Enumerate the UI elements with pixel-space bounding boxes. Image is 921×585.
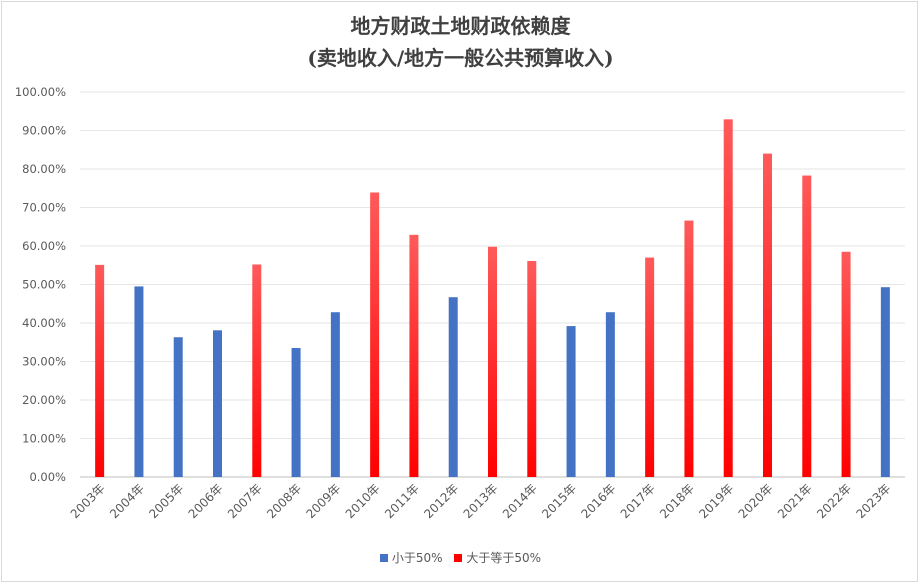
bars xyxy=(95,119,890,478)
legend-item-above-50: 大于等于50% xyxy=(454,549,541,566)
bar-2009年 xyxy=(330,312,340,477)
bar-2016年 xyxy=(605,312,615,477)
bar-2023年 xyxy=(880,287,890,477)
y-tick-label: 60.00% xyxy=(22,239,66,253)
y-tick-label: 80.00% xyxy=(22,162,66,176)
x-tick-label: 2014年 xyxy=(500,481,540,521)
bar-2018年 xyxy=(684,220,694,477)
bar-2004年 xyxy=(134,286,144,477)
y-tick-label: 10.00% xyxy=(22,432,66,446)
bar-2011年 xyxy=(409,234,419,477)
bar-2020年 xyxy=(763,153,772,477)
bar-2003年 xyxy=(95,264,105,477)
x-tick-label: 2021年 xyxy=(775,481,815,521)
x-tick-label: 2008年 xyxy=(264,481,304,521)
y-tick-label: 40.00% xyxy=(22,316,66,330)
y-tick-label: 100.00% xyxy=(15,85,66,99)
bar-2022年 xyxy=(841,251,851,477)
x-axis: 2003年 2004年 2005年 2006年 2007年 2008年 2009年 2010年… xyxy=(68,481,894,521)
x-tick-label: 2012年 xyxy=(421,481,461,521)
legend-item-below-50: 小于50% xyxy=(379,549,443,566)
y-tick-label: 50.00% xyxy=(22,278,66,292)
x-tick-label: 2015年 xyxy=(539,481,579,521)
x-tick-label: 2020年 xyxy=(736,481,776,521)
x-tick-label: 2013年 xyxy=(461,481,501,521)
x-tick-label: 2011年 xyxy=(382,481,422,521)
legend-label-below-50: 小于50% xyxy=(391,551,443,565)
bar-2017年 xyxy=(645,257,655,477)
bar-2007年 xyxy=(252,264,262,477)
bar-2021年 xyxy=(802,175,812,478)
x-tick-label: 2007年 xyxy=(225,481,265,521)
legend-swatch-blue xyxy=(379,553,388,562)
bar-2010年 xyxy=(370,192,380,478)
x-tick-label: 2016年 xyxy=(578,481,618,521)
x-tick-label: 2019年 xyxy=(696,481,736,521)
legend-label-above-50: 大于等于50% xyxy=(466,551,542,565)
y-tick-label: 30.00% xyxy=(22,355,66,369)
x-tick-label: 2010年 xyxy=(343,481,383,521)
x-tick-label: 2006年 xyxy=(186,481,226,521)
x-tick-label: 2009年 xyxy=(303,481,343,521)
bar-2015年 xyxy=(566,326,576,477)
legend: 小于50% 大于等于50% xyxy=(0,549,921,566)
x-tick-label: 2003年 xyxy=(68,481,108,521)
bar-2006年 xyxy=(213,330,222,477)
y-tick-label: 90.00% xyxy=(22,124,66,138)
bar-2014年 xyxy=(527,261,537,477)
x-tick-label: 2017年 xyxy=(618,481,658,521)
y-tick-label: 0.00% xyxy=(29,470,66,484)
y-tick-label: 70.00% xyxy=(22,201,66,215)
x-tick-label: 2023年 xyxy=(853,481,893,521)
y-tick-label: 20.00% xyxy=(22,393,66,407)
x-tick-label: 2004年 xyxy=(107,481,147,521)
x-tick-label: 2022年 xyxy=(814,481,854,521)
bar-2019年 xyxy=(723,119,733,478)
legend-swatch-red xyxy=(454,553,463,562)
chart-subtitle: (卖地收入/地方一般公共预算收入) xyxy=(307,46,614,70)
bar-2013年 xyxy=(488,246,497,477)
chart-title: 地方财政土地财政依赖度 xyxy=(350,14,571,38)
bar-2005年 xyxy=(173,337,183,477)
bar-2012年 xyxy=(448,297,458,477)
bar-2008年 xyxy=(291,348,301,477)
x-tick-label: 2018年 xyxy=(657,481,697,521)
y-axis: 0.00% 10.00% 20.00% 30.00% 40.00% 50.00% 60.00… xyxy=(15,85,66,484)
x-tick-label: 2005年 xyxy=(146,481,186,521)
